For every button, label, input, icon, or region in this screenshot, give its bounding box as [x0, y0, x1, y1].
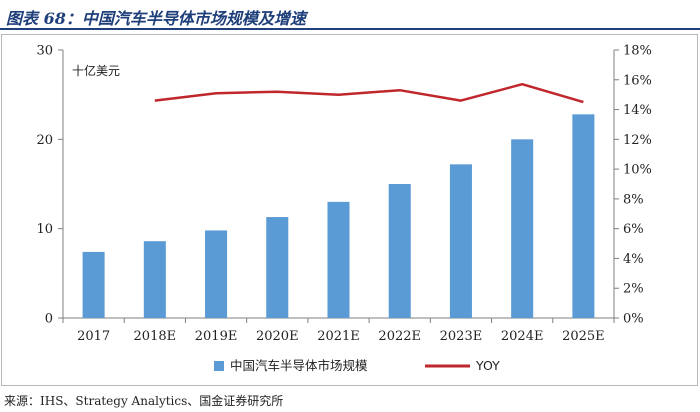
left-tick-label: 20 [36, 133, 53, 148]
bar [205, 230, 228, 318]
x-tick-label: 2017 [77, 329, 110, 344]
yoy-line-series [154, 82, 584, 104]
x-tick-label: 2024E [501, 329, 544, 344]
right-tick-label: 2% [623, 282, 644, 297]
x-tick-label: 2020E [256, 329, 299, 344]
bar [511, 139, 534, 318]
x-tick-label: 2022E [378, 329, 421, 344]
left-tick-label: 10 [36, 222, 53, 237]
source-note: 来源：IHS、Strategy Analytics、国金证券研究所 [4, 394, 284, 408]
x-tick-label: 2025E [562, 329, 605, 344]
figure-title: 图表 68：中国汽车半导体市场规模及增速 [6, 9, 306, 28]
x-tick-label: 2018E [134, 329, 177, 344]
x-axis: 2017 2018E 2019E 2020E 2021E 2022E 2023E 2024E 2… [62, 317, 615, 344]
right-tick-label: 12% [623, 133, 652, 148]
left-tick-label: 0 [45, 312, 53, 327]
legend-bar-swatch [214, 361, 224, 371]
yoy-line [154, 82, 584, 104]
x-tick-label: 2019E [195, 329, 238, 344]
legend-bar-label: 中国汽车半导体市场规模 [230, 358, 368, 373]
right-tick-label: 18% [623, 44, 652, 59]
legend-line-label: YOY [475, 358, 500, 373]
right-y-axis: 0% 2% 4% 6% 8% 10% 12% 14% 16% 18% [613, 44, 652, 327]
right-tick-label: 10% [623, 163, 652, 178]
bar [327, 201, 350, 318]
bar [266, 217, 289, 318]
right-tick-label: 6% [623, 222, 644, 237]
x-tick-label: 2021E [317, 329, 360, 344]
left-y-axis: 0 10 20 30 [36, 44, 64, 327]
bar [82, 251, 105, 318]
right-tick-label: 16% [623, 73, 652, 88]
bar [572, 114, 595, 318]
right-tick-label: 14% [623, 103, 652, 118]
bar [143, 241, 166, 318]
bar-series [82, 114, 595, 318]
left-axis-unit-label: 十亿美元 [72, 63, 120, 78]
left-tick-label: 30 [36, 44, 53, 59]
bar [449, 164, 472, 318]
chart-frame [1, 34, 698, 386]
right-tick-label: 8% [623, 192, 644, 207]
figure-title-bar: 图表 68：中国汽车半导体市场规模及增速 [0, 0, 700, 30]
right-tick-label: 4% [623, 252, 644, 267]
bar [388, 184, 411, 318]
legend: 中国汽车半导体市场规模 YOY [214, 358, 500, 373]
x-tick-label: 2023E [440, 329, 483, 344]
right-tick-label: 0% [623, 312, 644, 327]
